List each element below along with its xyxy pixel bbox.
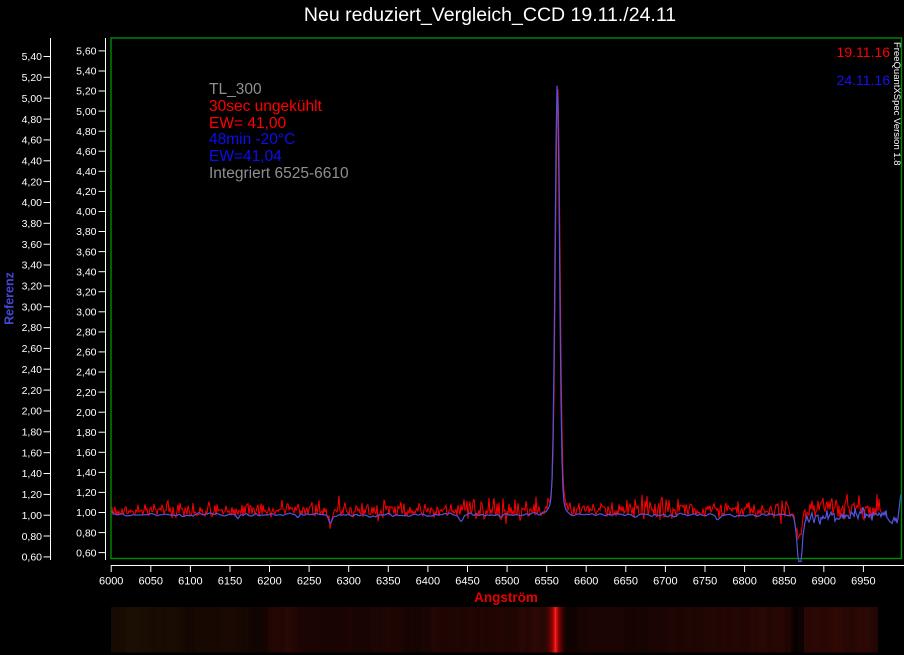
svg-text:2,00: 2,00 [76,407,97,419]
svg-text:3,60: 3,60 [76,246,97,258]
svg-text:2,80: 2,80 [22,322,43,334]
svg-text:6300: 6300 [336,576,360,588]
svg-text:3,20: 3,20 [22,281,43,293]
svg-text:2,40: 2,40 [76,367,97,379]
svg-text:6650: 6650 [614,576,638,588]
svg-text:6550: 6550 [534,576,558,588]
svg-text:0,60: 0,60 [76,547,97,559]
svg-text:3,40: 3,40 [76,266,97,278]
svg-text:6050: 6050 [139,576,163,588]
svg-text:6600: 6600 [574,576,598,588]
svg-text:1,00: 1,00 [22,510,43,522]
svg-text:6900: 6900 [812,576,836,588]
svg-text:6400: 6400 [416,576,440,588]
svg-text:6100: 6100 [178,576,202,588]
svg-text:2,00: 2,00 [22,406,43,418]
svg-text:6350: 6350 [376,576,400,588]
svg-text:4,20: 4,20 [22,176,43,188]
svg-text:4,20: 4,20 [76,186,97,198]
svg-text:1,60: 1,60 [22,447,43,459]
svg-text:6950: 6950 [851,576,875,588]
svg-text:0,80: 0,80 [22,531,43,543]
svg-text:5,60: 5,60 [76,46,97,58]
svg-text:6000: 6000 [99,576,123,588]
svg-text:5,20: 5,20 [76,86,97,98]
svg-text:5,40: 5,40 [76,66,97,78]
svg-text:1,20: 1,20 [76,487,97,499]
svg-text:4,60: 4,60 [22,135,43,147]
svg-text:2,20: 2,20 [76,387,97,399]
svg-text:6450: 6450 [455,576,479,588]
svg-text:6500: 6500 [495,576,519,588]
svg-text:6150: 6150 [218,576,242,588]
svg-text:3,20: 3,20 [76,286,97,298]
svg-text:6800: 6800 [732,576,756,588]
svg-text:5,00: 5,00 [22,93,43,105]
svg-text:0,80: 0,80 [76,527,97,539]
svg-text:3,80: 3,80 [22,218,43,230]
svg-text:1,40: 1,40 [22,468,43,480]
svg-text:4,40: 4,40 [76,166,97,178]
svg-text:1,20: 1,20 [22,489,43,501]
svg-text:4,80: 4,80 [76,126,97,138]
svg-text:1,80: 1,80 [76,427,97,439]
svg-text:4,00: 4,00 [76,206,97,218]
svg-text:1,60: 1,60 [76,447,97,459]
svg-text:6850: 6850 [772,576,796,588]
svg-text:1,00: 1,00 [76,507,97,519]
svg-text:3,00: 3,00 [22,301,43,313]
svg-text:3,40: 3,40 [22,260,43,272]
svg-text:6750: 6750 [693,576,717,588]
svg-text:3,60: 3,60 [22,239,43,251]
svg-text:2,60: 2,60 [22,343,43,355]
svg-text:3,00: 3,00 [76,307,97,319]
svg-text:2,60: 2,60 [76,347,97,359]
svg-text:4,00: 4,00 [22,197,43,209]
svg-text:5,00: 5,00 [76,106,97,118]
svg-text:5,40: 5,40 [22,51,43,63]
svg-text:1,80: 1,80 [22,427,43,439]
svg-text:6700: 6700 [653,576,677,588]
svg-text:2,80: 2,80 [76,327,97,339]
svg-text:6200: 6200 [257,576,281,588]
svg-text:5,20: 5,20 [22,72,43,84]
svg-text:3,80: 3,80 [76,226,97,238]
svg-text:4,40: 4,40 [22,155,43,167]
svg-text:2,40: 2,40 [22,364,43,376]
svg-text:4,80: 4,80 [22,114,43,126]
svg-text:0,60: 0,60 [22,552,43,564]
svg-text:1,40: 1,40 [76,467,97,479]
svg-text:4,60: 4,60 [76,146,97,158]
svg-text:6250: 6250 [297,576,321,588]
svg-text:2,20: 2,20 [22,385,43,397]
